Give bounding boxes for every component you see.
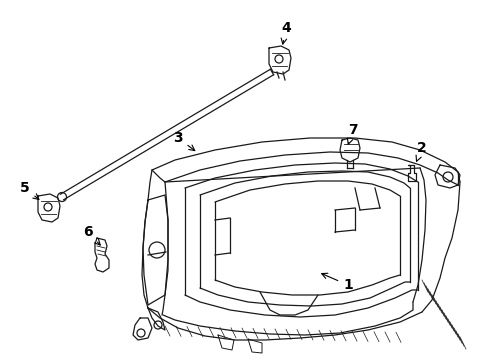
Text: 7: 7	[346, 123, 357, 144]
Text: 6: 6	[83, 225, 100, 245]
Text: 1: 1	[321, 273, 352, 292]
Text: 5: 5	[20, 181, 39, 199]
Text: 3: 3	[173, 131, 194, 150]
Text: 4: 4	[281, 21, 290, 44]
Text: 2: 2	[415, 141, 426, 161]
